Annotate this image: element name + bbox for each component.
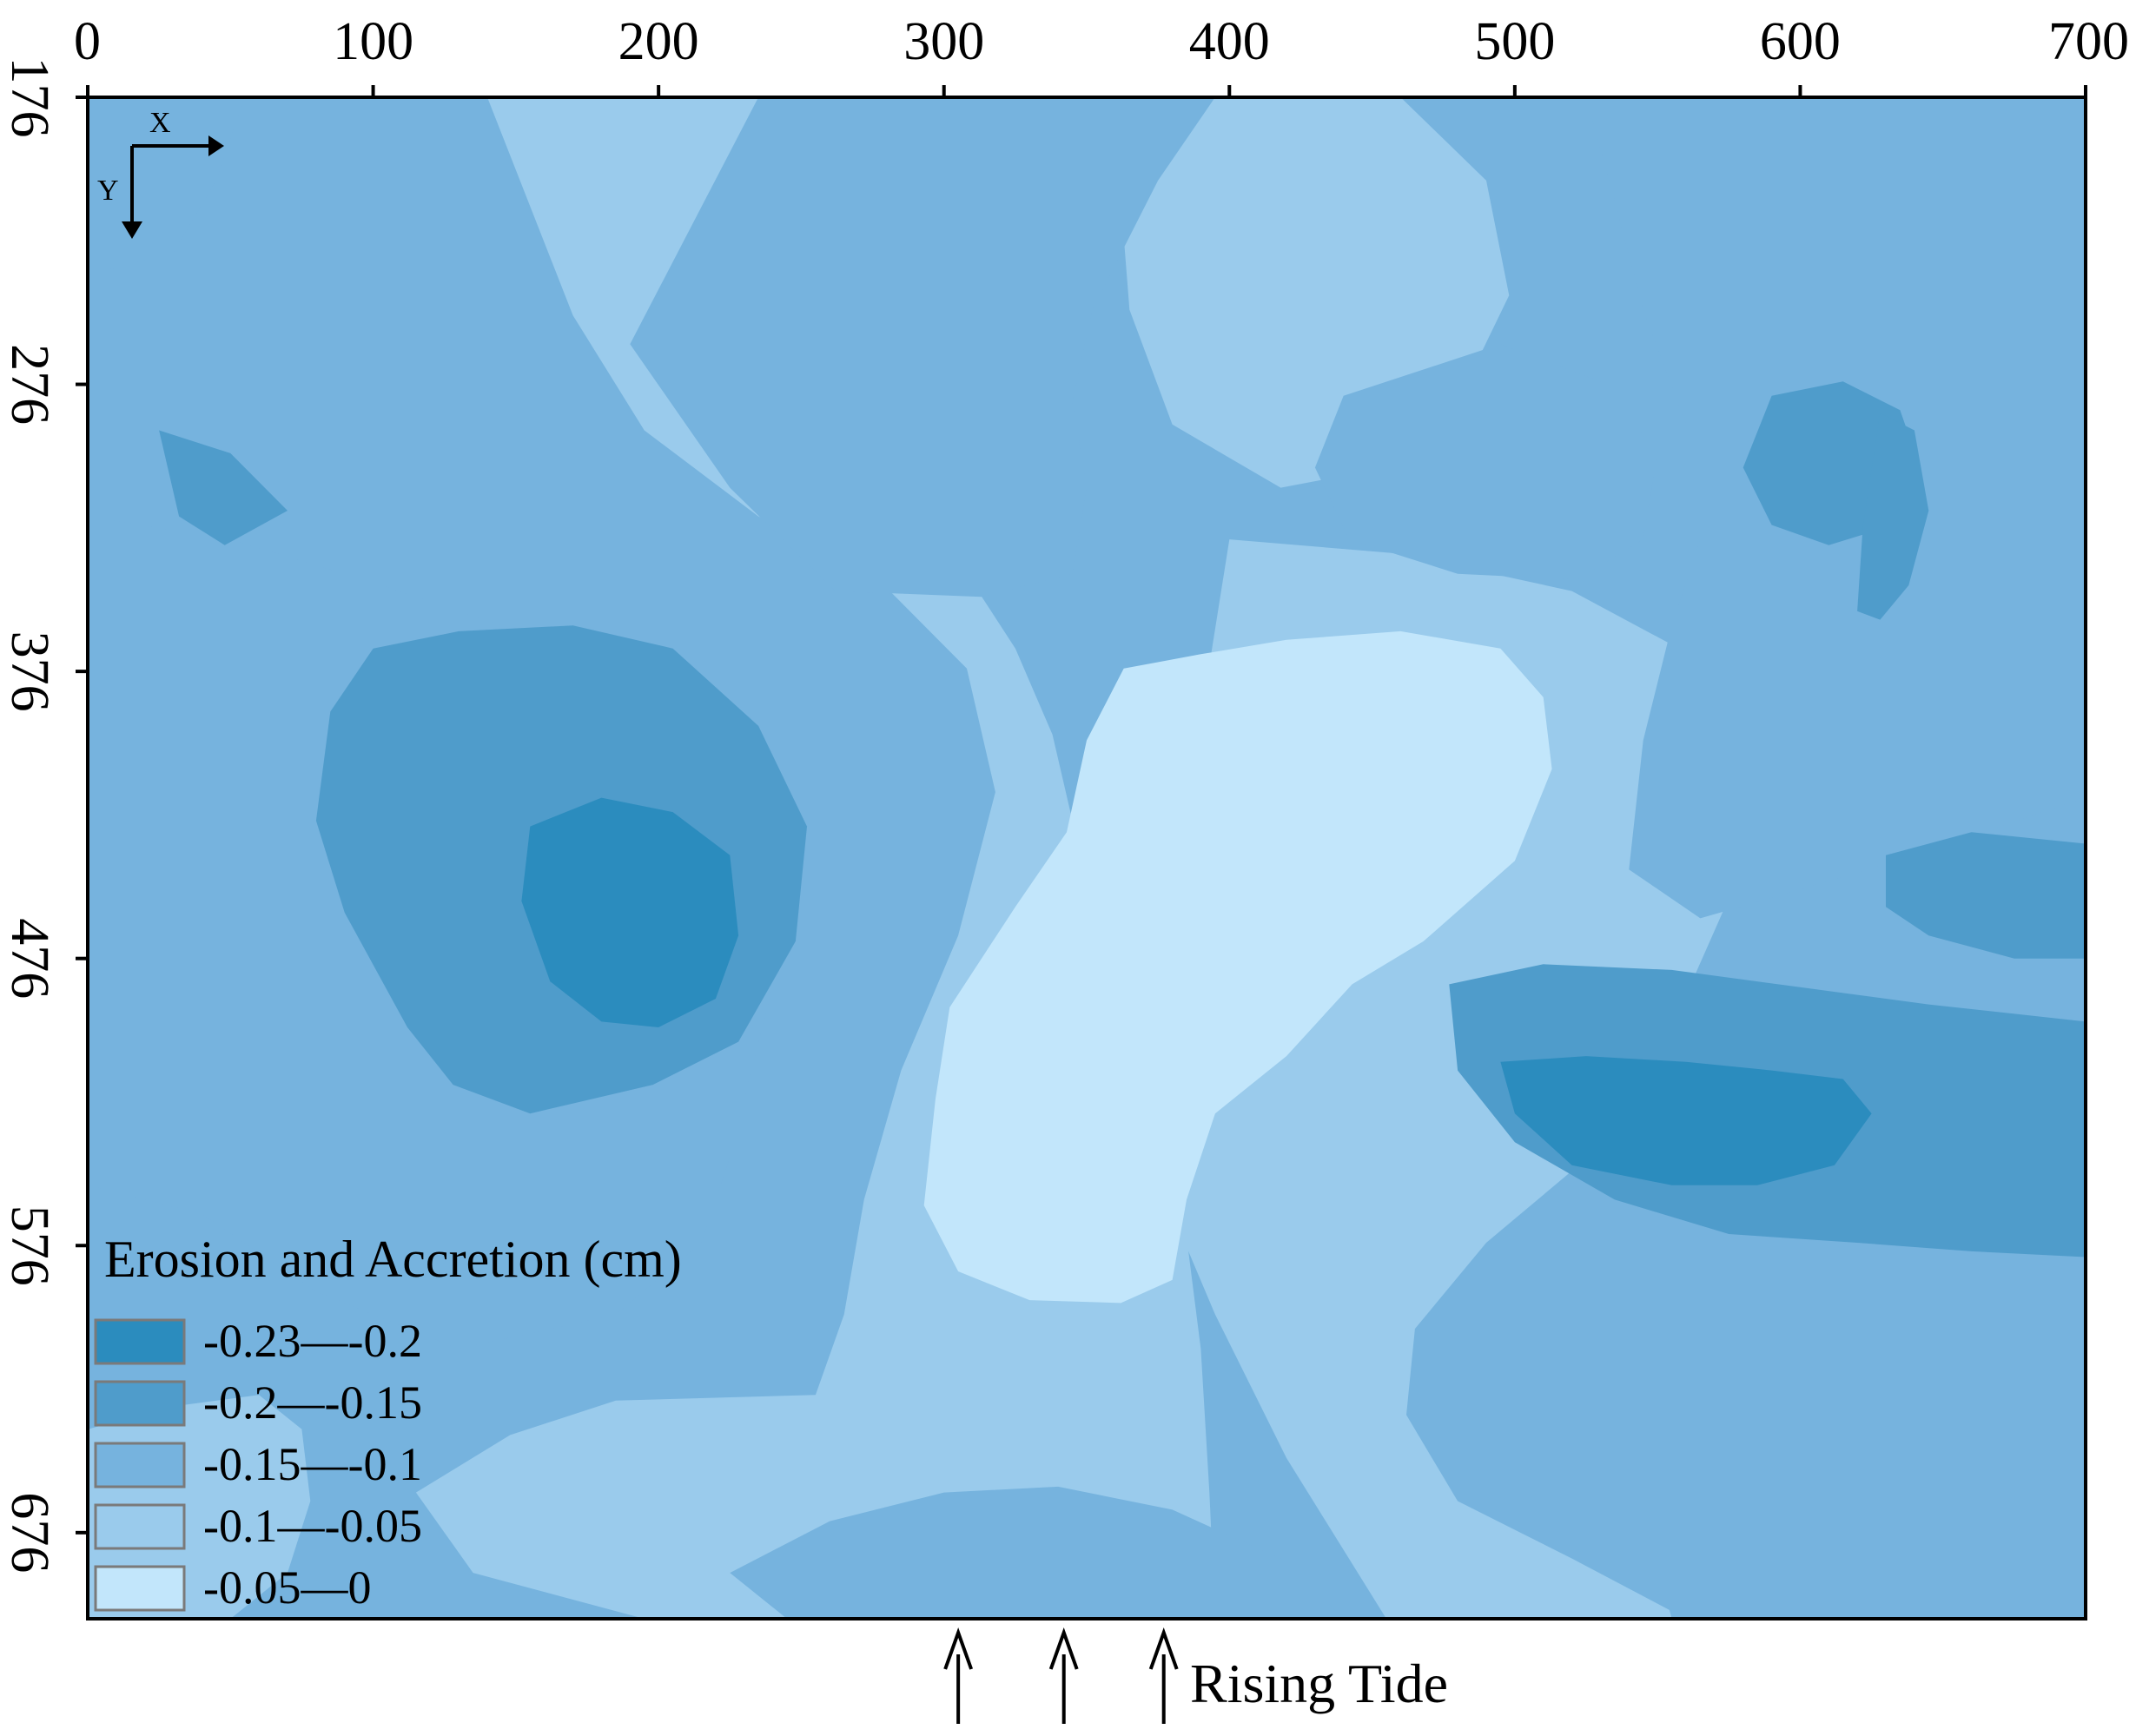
legend-label: -0.23—-0.2	[203, 1315, 422, 1367]
contour-region-11	[630, 97, 1215, 597]
contour-region-10	[923, 630, 1552, 1304]
contour-region-24	[521, 797, 739, 1027]
legend-label: -0.15—-0.1	[203, 1438, 422, 1490]
x-tick-label: 100	[333, 12, 413, 71]
legend: Erosion and Accretion (cm) -0.23—-0.2 -0.…	[94, 1231, 682, 1614]
x-tick-label: 0	[74, 12, 101, 71]
legend-swatch	[94, 1503, 186, 1550]
x-tick-label: 300	[903, 12, 984, 71]
y-tick-label: 376	[0, 631, 59, 712]
orientation-y-label: Y	[97, 175, 119, 207]
legend-swatch	[94, 1318, 186, 1365]
y-tick-label: 576	[0, 1205, 59, 1286]
y-tick-label: 276	[0, 344, 59, 425]
x-tick-label: 200	[618, 12, 699, 71]
legend-swatch	[94, 1380, 186, 1427]
orientation-indicator: X Y	[97, 107, 224, 239]
x-axis: 0 100 200 300 400 500 600 700	[74, 12, 2129, 97]
tide-arrow-icon	[943, 1627, 974, 1670]
legend-title: Erosion and Accretion (cm)	[104, 1231, 682, 1288]
x-tick-label: 400	[1189, 12, 1270, 71]
x-tick-label: 500	[1474, 12, 1555, 71]
legend-label: -0.1—-0.05	[203, 1500, 422, 1552]
orientation-x-label: X	[149, 107, 171, 139]
tide-arrow-icon	[1148, 1627, 1179, 1670]
legend-swatch	[94, 1442, 186, 1488]
contour-regions	[88, 97, 2086, 1619]
contour-region-23	[1886, 832, 2086, 959]
rising-tide-label: Rising Tide	[1190, 1653, 1448, 1714]
x-tick-label: 600	[1760, 12, 1841, 71]
tide-arrow-icon	[1048, 1627, 1079, 1670]
y-tick-label: 476	[0, 918, 59, 999]
contour-region-25	[1500, 1056, 1872, 1185]
y-axis: 176 276 376 476 576 676	[0, 57, 88, 1573]
contour-region-21	[1857, 413, 1929, 620]
rising-tide-annotation: Rising Tide	[943, 1627, 1448, 1724]
x-direction-arrow-icon	[208, 135, 224, 156]
legend-swatch	[94, 1565, 186, 1612]
y-tick-label: 676	[0, 1492, 59, 1573]
contour-region-22	[159, 430, 288, 545]
contour-region-17	[88, 97, 245, 275]
contour-region-13	[1314, 344, 1658, 580]
legend-label: -0.05—0	[203, 1561, 371, 1614]
y-direction-arrow-icon	[122, 221, 142, 239]
contour-region-16	[730, 1486, 1344, 1619]
x-tick-label: 700	[2048, 12, 2129, 71]
y-tick-label: 176	[0, 57, 59, 138]
legend-label: -0.2—-0.15	[203, 1376, 422, 1429]
plot-frame	[86, 96, 2087, 1620]
